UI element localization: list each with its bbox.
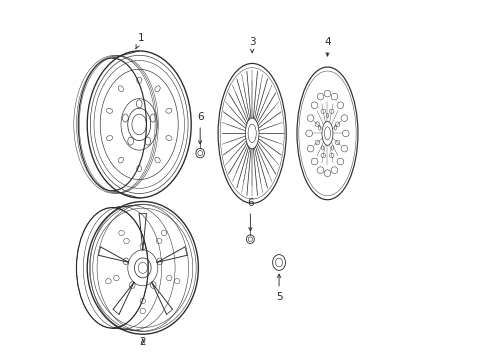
Text: 2: 2 [140,337,146,347]
Text: 1: 1 [136,33,145,49]
Text: 6: 6 [197,112,203,144]
Text: 5: 5 [276,274,282,302]
Text: 4: 4 [324,37,331,56]
Text: 6: 6 [247,198,254,231]
Text: 3: 3 [249,37,255,53]
